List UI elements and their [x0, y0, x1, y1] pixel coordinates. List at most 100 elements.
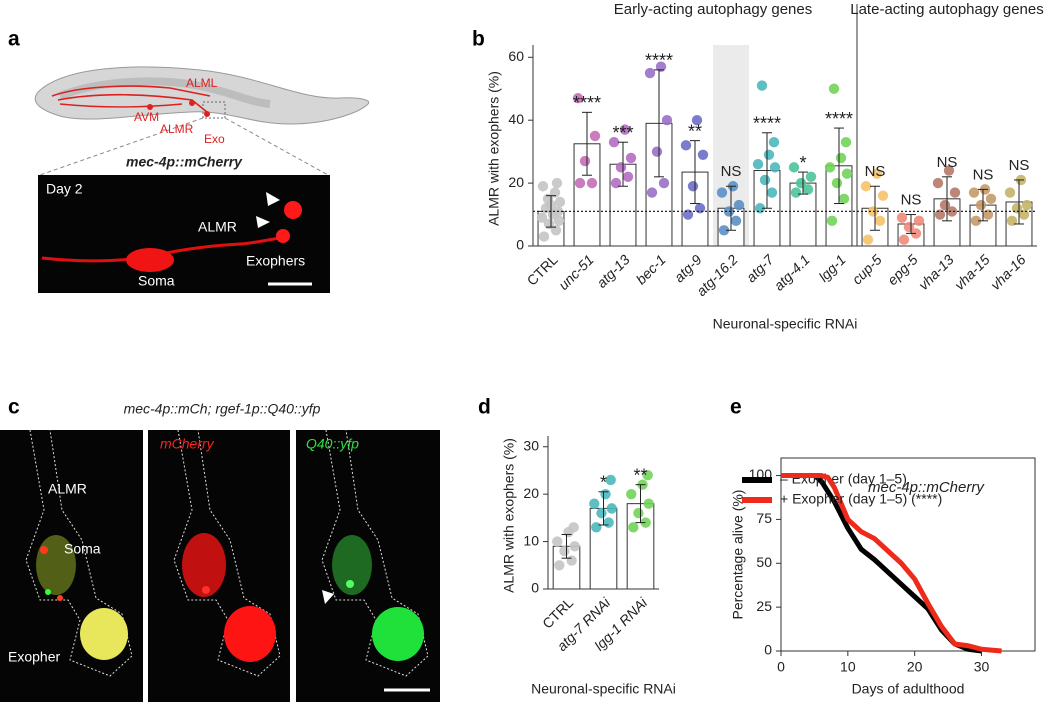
image-label: ALMR [198, 219, 237, 235]
data-point [537, 181, 549, 192]
data-point [619, 124, 631, 135]
significance-label: **** [825, 109, 853, 129]
data-point [626, 488, 637, 500]
panel-label: d [478, 396, 491, 419]
data-point [691, 114, 703, 126]
x-tick-label: cup-5 [849, 251, 885, 287]
significance-label: * [600, 473, 607, 493]
y-tick-label: 20 [523, 485, 539, 501]
y-tick-label: 0 [764, 642, 772, 658]
data-point [574, 177, 586, 189]
data-point [559, 545, 570, 557]
significance-label: NS [1009, 157, 1030, 174]
data-point [968, 187, 980, 198]
worm-diagram [34, 66, 370, 176]
data-point [898, 234, 910, 245]
data-point [640, 517, 651, 528]
y-axis-label: Percentage alive (%) [730, 490, 746, 620]
group-header: Early-acting autophagy genes [613, 1, 813, 18]
y-tick-label: 30 [523, 437, 539, 453]
group-header: Late-acting autophagy genes [850, 1, 1044, 18]
plot-frame [780, 457, 1036, 652]
data-point [608, 137, 620, 148]
data-point [877, 190, 889, 201]
data-point [768, 137, 780, 148]
data-point [788, 162, 800, 173]
data-point [589, 498, 600, 509]
data-point [566, 555, 577, 566]
data-point [551, 177, 563, 189]
significance-label: * [799, 153, 806, 173]
data-point [596, 507, 607, 519]
data-point [860, 181, 872, 192]
data-point [759, 174, 771, 186]
y-tick-label: 20 [508, 174, 524, 190]
data-point [658, 177, 670, 189]
data-point [841, 168, 853, 179]
data-point [543, 218, 555, 230]
x-tick-label: 0 [777, 659, 785, 675]
image-title: mec-4p::mCherry [126, 154, 243, 170]
data-point [642, 469, 653, 481]
x-tick-label: unc-51 [555, 251, 597, 293]
data-point [763, 149, 775, 160]
data-point [733, 199, 745, 211]
data-point [697, 149, 709, 160]
annotation: mec-4p::mCherry [868, 479, 985, 496]
y-tick-label: 75 [756, 510, 772, 526]
data-point [625, 152, 637, 164]
significance-label: NS [901, 192, 922, 209]
data-point [949, 187, 961, 198]
bar [825, 165, 853, 247]
data-point [538, 231, 550, 242]
image-label: Exophers [246, 253, 305, 269]
panel-label: a [8, 28, 20, 51]
data-point [828, 83, 840, 94]
data-point [802, 184, 814, 195]
data-point [913, 215, 925, 227]
y-tick-label: 25 [756, 598, 772, 614]
data-point [554, 196, 566, 208]
x-tick-label: atg-4.1 [771, 251, 813, 293]
data-point [718, 225, 730, 236]
diagram-label: ALMR [160, 122, 194, 136]
data-point [661, 114, 673, 126]
x-axis-label: Neuronal-specific RNAi [531, 681, 676, 697]
data-point [790, 187, 802, 198]
significance-label: ** [633, 465, 647, 485]
data-point [874, 215, 886, 227]
y-axis-label: ALMR with exophers (%) [486, 71, 502, 226]
image-label: Day 2 [46, 181, 83, 197]
data-point [730, 215, 742, 227]
significance-label: NS [937, 154, 958, 171]
significance-label: *** [612, 123, 633, 143]
significance-label: **** [573, 93, 601, 113]
data-point [756, 80, 768, 91]
data-point [838, 193, 850, 205]
x-axis-label: Days of adulthood [852, 681, 965, 697]
data-point [716, 187, 728, 198]
data-point [569, 541, 580, 552]
data-point [831, 177, 843, 189]
data-point [932, 177, 944, 189]
data-point [655, 61, 667, 72]
y-tick-label: 0 [531, 580, 539, 596]
image-label: Soma [138, 273, 175, 289]
x-tick-label: 30 [974, 659, 990, 675]
panel-label: e [730, 396, 742, 419]
significance-label: ** [688, 121, 702, 141]
data-point [628, 522, 639, 533]
significance-label: **** [753, 114, 781, 134]
diagram-label: Exo [204, 132, 225, 146]
data-point [795, 177, 807, 189]
x-tick-label: 20 [907, 659, 923, 675]
significance-label: NS [973, 166, 994, 183]
data-point [606, 503, 617, 514]
data-point [550, 225, 562, 236]
data-point [975, 199, 987, 211]
data-point [970, 215, 982, 227]
significance-label: **** [645, 51, 673, 71]
data-point [643, 498, 654, 509]
